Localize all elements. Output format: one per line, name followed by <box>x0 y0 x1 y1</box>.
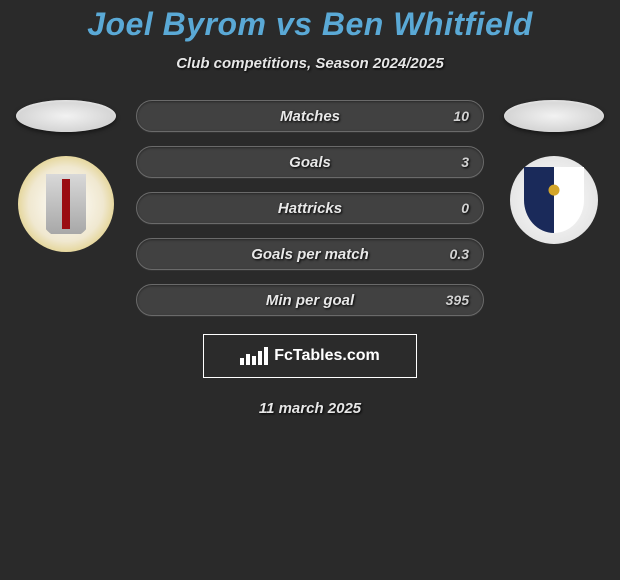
comparison-infographic: Joel Byrom vs Ben Whitfield Club competi… <box>0 0 620 417</box>
stat-right-value: 0 <box>461 200 469 216</box>
club-badge-left <box>18 156 114 252</box>
stat-bars: Matches 10 Goals 3 Hattricks 0 Goals per… <box>136 100 484 316</box>
club-badge-right <box>510 156 598 244</box>
stat-label: Hattricks <box>278 200 342 217</box>
stat-right-value: 395 <box>446 292 469 308</box>
page-title: Joel Byrom vs Ben Whitfield <box>87 6 533 43</box>
bar-chart-icon <box>240 347 268 365</box>
stats-area: Matches 10 Goals 3 Hattricks 0 Goals per… <box>0 100 620 316</box>
left-player-column <box>16 100 116 252</box>
player-photo-placeholder-left <box>16 100 116 132</box>
stat-row-min-per-goal: Min per goal 395 <box>136 284 484 316</box>
stat-label: Goals <box>289 154 331 171</box>
stat-row-matches: Matches 10 <box>136 100 484 132</box>
stat-row-goals: Goals 3 <box>136 146 484 178</box>
stat-row-hattricks: Hattricks 0 <box>136 192 484 224</box>
right-player-column <box>504 100 604 244</box>
player-photo-placeholder-right <box>504 100 604 132</box>
watermark-text: FcTables.com <box>274 347 380 365</box>
stat-right-value: 0.3 <box>450 246 469 262</box>
stat-label: Min per goal <box>266 292 354 309</box>
subtitle: Club competitions, Season 2024/2025 <box>176 55 444 72</box>
stat-label: Goals per match <box>251 246 369 263</box>
stat-label: Matches <box>280 108 340 125</box>
stat-right-value: 3 <box>461 154 469 170</box>
date-label: 11 march 2025 <box>259 400 361 417</box>
watermark: FcTables.com <box>203 334 417 378</box>
stat-right-value: 10 <box>453 108 469 124</box>
stat-row-goals-per-match: Goals per match 0.3 <box>136 238 484 270</box>
